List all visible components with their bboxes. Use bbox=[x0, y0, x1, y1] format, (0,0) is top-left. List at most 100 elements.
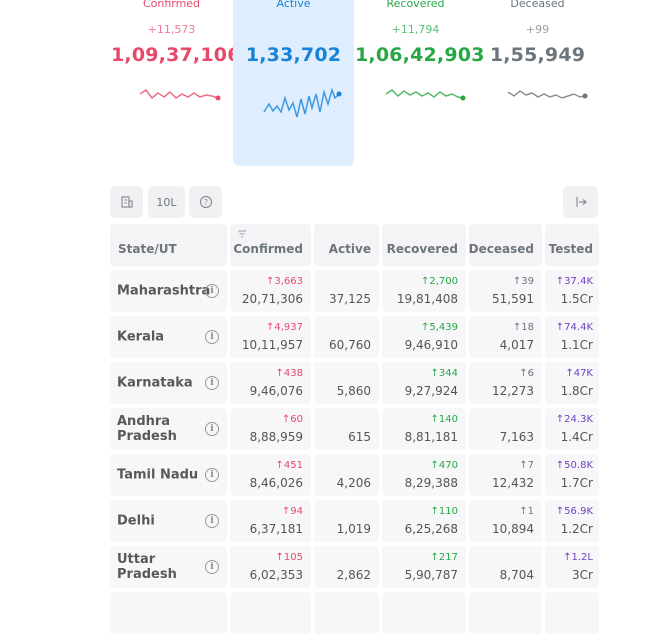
row-state-cell[interactable]: Maharashtra i bbox=[110, 270, 227, 312]
active-label: Active bbox=[276, 0, 311, 10]
recovered-delta: +11,794 bbox=[391, 23, 440, 36]
recovered-total: 1,06,42,903 bbox=[355, 44, 485, 66]
header-tested[interactable]: Tested bbox=[545, 224, 599, 266]
state-name: Tamil Nadu bbox=[117, 467, 199, 483]
cell-value: 6,37,181 bbox=[249, 522, 303, 536]
row-cell-partial bbox=[545, 592, 599, 634]
info-icon[interactable]: i bbox=[205, 560, 219, 574]
cell-value: 615 bbox=[348, 430, 371, 444]
per-lakh-button[interactable]: 10L bbox=[148, 186, 185, 218]
row-cell-active: 4,206 bbox=[314, 454, 379, 496]
confirmed-sparkline bbox=[139, 88, 220, 101]
row-cell-c: ↑438 9,46,076 bbox=[230, 362, 311, 404]
expand-table-button[interactable] bbox=[563, 186, 598, 218]
row-cell-partial bbox=[230, 592, 311, 634]
state-name: Delhi bbox=[117, 513, 155, 529]
header-tested-label: Tested bbox=[548, 242, 593, 256]
row-cell-r: ↑5,439 9,46,910 bbox=[382, 316, 466, 358]
row-cell-t: ↑74.4K 1.1Cr bbox=[545, 316, 599, 358]
delta-value: ↑56.9K bbox=[555, 506, 593, 517]
row-cell-r: ↑110 6,25,268 bbox=[382, 500, 466, 542]
info-icon[interactable]: i bbox=[205, 284, 219, 298]
row-cell-partial bbox=[382, 592, 466, 634]
cell-value: 6,25,268 bbox=[404, 522, 458, 536]
header-recovered[interactable]: Recovered bbox=[382, 224, 466, 266]
per-lakh-label: 10L bbox=[156, 195, 177, 209]
active-sparkline bbox=[262, 87, 341, 118]
info-icon[interactable]: i bbox=[205, 422, 219, 436]
row-cell-c: ↑4,937 10,11,957 bbox=[230, 316, 311, 358]
cell-value: 3Cr bbox=[572, 568, 593, 582]
row-cell-t: ↑47K 1.8Cr bbox=[545, 362, 599, 404]
delta-value: ↑451 bbox=[275, 460, 303, 471]
deceased-label: Deceased bbox=[510, 0, 565, 10]
row-cell-r: ↑344 9,27,924 bbox=[382, 362, 466, 404]
delta-value: ↑217 bbox=[430, 552, 458, 563]
stat-active[interactable]: Active 1,33,702 bbox=[233, 0, 354, 166]
info-icon[interactable]: i bbox=[205, 468, 219, 482]
cell-value: 10,11,957 bbox=[241, 338, 303, 352]
row-cell-c: ↑60 8,88,959 bbox=[230, 408, 311, 450]
row-state-cell[interactable]: Tamil Nadu i bbox=[110, 454, 227, 496]
row-cell-active: 5,860 bbox=[314, 362, 379, 404]
row-state-cell[interactable]: Karnataka i bbox=[110, 362, 227, 404]
info-icon[interactable]: i bbox=[205, 514, 219, 528]
row-state-cell[interactable]: Uttar Pradesh i bbox=[110, 546, 227, 588]
delta-value: ↑5,439 bbox=[420, 322, 458, 333]
delta-value: ↑105 bbox=[275, 552, 303, 563]
row-cell-d: ↑7 12,432 bbox=[469, 454, 542, 496]
delta-value: ↑50.8K bbox=[555, 460, 593, 471]
header-confirmed[interactable]: Confirmed bbox=[230, 224, 311, 266]
delta-value: ↑74.4K bbox=[555, 322, 593, 333]
row-cell-d: 8,704 bbox=[469, 546, 542, 588]
delta-value: ↑110 bbox=[430, 506, 458, 517]
row-state-cell[interactable]: Kerala i bbox=[110, 316, 227, 358]
delta-value: ↑1 bbox=[519, 506, 534, 517]
state-name: Karnataka bbox=[117, 375, 193, 391]
cell-value: 5,860 bbox=[336, 384, 371, 398]
state-name: Kerala bbox=[117, 329, 165, 345]
header-state[interactable]: State/UT bbox=[110, 224, 227, 266]
info-icon[interactable]: i bbox=[205, 330, 219, 344]
row-state-cell[interactable]: Delhi i bbox=[110, 500, 227, 542]
stat-recovered[interactable]: Recovered +11,794 1,06,42,903 bbox=[355, 0, 485, 116]
row-cell-r: ↑217 5,90,787 bbox=[382, 546, 466, 588]
row-state-cell[interactable]: Andhra Pradesh i bbox=[110, 408, 227, 450]
row-cell-d: ↑18 4,017 bbox=[469, 316, 542, 358]
cell-value: 51,591 bbox=[492, 292, 534, 306]
delta-value: ↑6 bbox=[519, 368, 534, 379]
confirmed-total: 1,09,37,106 bbox=[111, 44, 241, 66]
row-cell-d: ↑1 10,894 bbox=[469, 500, 542, 542]
cell-value: 20,71,306 bbox=[241, 292, 303, 306]
state-name: Andhra Pradesh bbox=[117, 414, 177, 444]
row-cell-active: 37,125 bbox=[314, 270, 379, 312]
cell-value: 8,29,388 bbox=[404, 476, 458, 490]
cell-value: 12,432 bbox=[492, 476, 534, 490]
delta-value: ↑94 bbox=[281, 506, 303, 517]
cell-value: 19,81,408 bbox=[396, 292, 458, 306]
row-cell-partial bbox=[314, 592, 379, 634]
header-active[interactable]: Active bbox=[314, 224, 379, 266]
row-cell-active: 615 bbox=[314, 408, 379, 450]
recovered-sparkline bbox=[385, 89, 465, 101]
cell-value: 60,760 bbox=[329, 338, 371, 352]
cell-value: 8,46,026 bbox=[249, 476, 303, 490]
stat-deceased[interactable]: Deceased +99 1,55,949 bbox=[477, 0, 598, 116]
info-icon[interactable]: i bbox=[205, 376, 219, 390]
deceased-sparkline bbox=[507, 90, 587, 99]
delta-value: ↑1.2L bbox=[563, 552, 593, 563]
delta-value: ↑438 bbox=[275, 368, 303, 379]
row-cell-t: ↑37.4K 1.5Cr bbox=[545, 270, 599, 312]
help-button[interactable]: ? bbox=[189, 186, 222, 218]
active-delta bbox=[233, 23, 354, 37]
cell-value: 1,019 bbox=[336, 522, 371, 536]
help-circle-icon: ? bbox=[199, 195, 212, 209]
recovered-label: Recovered bbox=[386, 0, 445, 10]
row-cell-c: ↑94 6,37,181 bbox=[230, 500, 311, 542]
stat-confirmed[interactable]: Confirmed +11,573 1,09,37,106 bbox=[111, 0, 241, 116]
cell-value: 10,894 bbox=[492, 522, 534, 536]
active-total: 1,33,702 bbox=[245, 44, 342, 66]
cell-value: 9,27,924 bbox=[404, 384, 458, 398]
per-lakh-toggle-icon-button[interactable] bbox=[110, 186, 143, 218]
header-deceased[interactable]: Deceased bbox=[469, 224, 542, 266]
